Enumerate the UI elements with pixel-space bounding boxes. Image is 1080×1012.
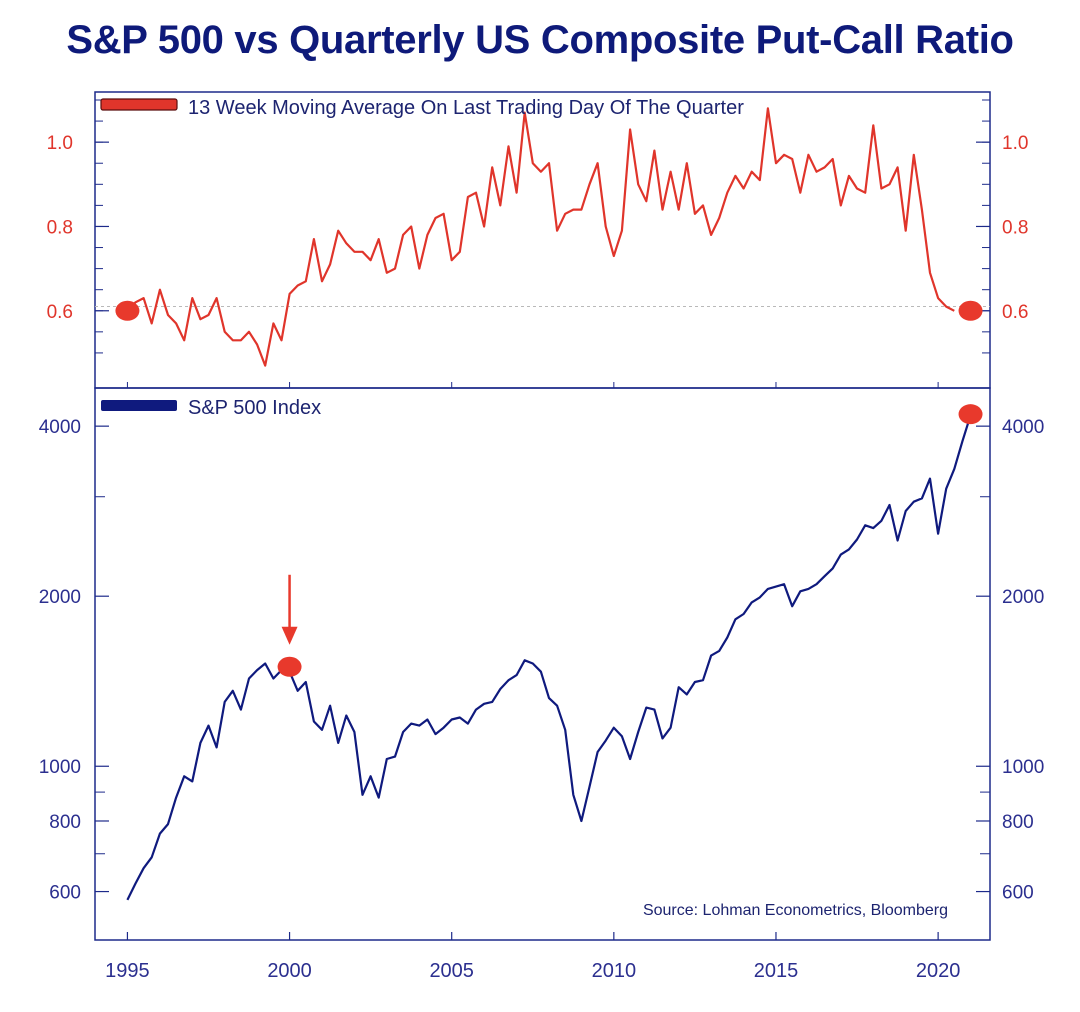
x-axis-tick-label: 2020 bbox=[916, 960, 961, 982]
sp500-right-tick-label: 1000 bbox=[1002, 757, 1044, 778]
sp500-legend-swatch bbox=[101, 400, 177, 411]
source-note: Source: Lohman Econometrics, Bloomberg bbox=[643, 902, 948, 919]
ratio-left-tick-label: 0.8 bbox=[47, 217, 73, 238]
ratio-marker bbox=[115, 300, 140, 321]
sp500-left-tick-label: 4000 bbox=[39, 417, 81, 438]
ratio-left-tick-label: 1.0 bbox=[47, 133, 73, 154]
sp500-legend-label: S&P 500 Index bbox=[188, 397, 321, 419]
ratio-legend-label: 13 Week Moving Average On Last Trading D… bbox=[188, 97, 744, 119]
ratio-series-line bbox=[126, 107, 955, 367]
sp500-right-tick-label: 2000 bbox=[1002, 587, 1044, 608]
x-axis-tick-label: 2000 bbox=[267, 960, 312, 982]
sp500-left-tick-label: 600 bbox=[49, 883, 81, 904]
sp500-left-tick-label: 800 bbox=[49, 812, 81, 833]
x-axis-tick-label: 1995 bbox=[105, 960, 150, 982]
sp500-right-tick-label: 4000 bbox=[1002, 417, 1044, 438]
ratio-legend-swatch bbox=[100, 98, 178, 111]
ratio-left-tick-label: 0.6 bbox=[47, 302, 73, 323]
ratio-right-tick-label: 1.0 bbox=[1002, 133, 1028, 154]
x-axis-tick-label: 2015 bbox=[754, 960, 799, 982]
x-axis-tick-label: 2005 bbox=[429, 960, 474, 982]
sp500-left-tick-label: 2000 bbox=[39, 587, 81, 608]
sp500-right-tick-label: 800 bbox=[1002, 812, 1034, 833]
arrow-annotation-head bbox=[281, 626, 298, 645]
sp500-right-tick-label: 600 bbox=[1002, 883, 1034, 904]
ratio-right-tick-label: 0.6 bbox=[1002, 302, 1028, 323]
sp500-marker bbox=[277, 656, 302, 677]
ratio-right-tick-label: 0.8 bbox=[1002, 217, 1028, 238]
ratio-marker bbox=[958, 300, 983, 321]
sp500-marker bbox=[958, 404, 983, 425]
sp500-left-tick-label: 1000 bbox=[39, 757, 81, 778]
ratio-panel-frame bbox=[94, 91, 991, 389]
sp500-panel-frame bbox=[94, 387, 991, 941]
x-axis-tick-label: 2010 bbox=[592, 960, 637, 982]
page-title: S&P 500 vs Quarterly US Composite Put-Ca… bbox=[66, 18, 1014, 62]
sp500-series-line bbox=[126, 415, 972, 901]
